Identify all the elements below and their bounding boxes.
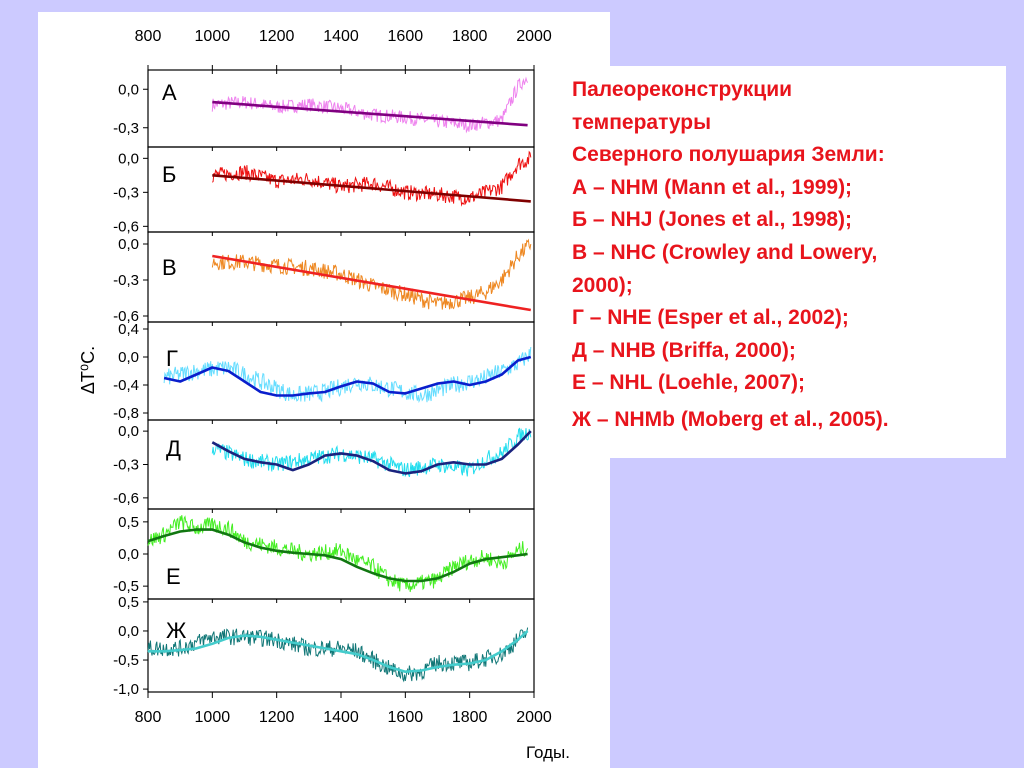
x-tick-label-top-1800: 1800 — [452, 28, 488, 45]
legend-line-e: Е – NHL (Loehle, 2007); — [572, 371, 806, 395]
y-tick-label: 0,0 — [118, 546, 139, 563]
trend-series-4 — [163, 355, 532, 397]
legend-line-title-2: температуры — [572, 110, 712, 134]
panel-4: 0,4 0,0 -0,4 -0,8 Г — [113, 321, 535, 422]
panel-1: 0,0 -0,3 А — [113, 69, 535, 148]
y-tick-label: -0,5 — [113, 578, 139, 595]
y-tick-label: -0,3 — [113, 272, 139, 289]
x-tick-label-bottom-800: 800 — [135, 709, 162, 726]
legend-line-a: А – NHM (Mann et al., 1999); — [572, 175, 853, 199]
panel-3: 0,0 -0,3 -0,6 В — [113, 231, 535, 325]
x-tick-label-top-1400: 1400 — [323, 28, 359, 45]
trend-series-7 — [148, 630, 529, 673]
panel-label-7: Ж — [166, 618, 187, 643]
x-tick-label-top-1600: 1600 — [388, 28, 424, 45]
y-tick-label: -0,3 — [113, 184, 139, 201]
trend-series-2 — [212, 174, 531, 203]
legend-line-title-3: Северного полушария Земли: — [572, 143, 885, 167]
paleo-temperature-chart: 800 1000 1200 1400 1600 1800 2000 800 1000 1200 14… — [78, 28, 570, 762]
trend-series-6 — [147, 528, 528, 583]
panel-2: 0,0 -0,3 -0,6 Б — [113, 146, 535, 235]
panel-label-2: Б — [162, 162, 176, 187]
panel-label-4: Г — [166, 346, 178, 371]
trend-series-5 — [211, 430, 532, 475]
legend-line-g: Г – NHE (Esper et al., 2002); — [572, 306, 849, 330]
x-tick-label-bottom-2000: 2000 — [516, 709, 552, 726]
raw-series-7 — [147, 627, 529, 683]
trend-series-3 — [212, 254, 532, 312]
y-tick-label: -1,0 — [113, 681, 139, 698]
panel-label-6: Е — [166, 564, 181, 589]
panel-frame — [147, 146, 535, 233]
y-tick-label: -0,3 — [113, 120, 139, 137]
y-tick-label: -0,4 — [113, 377, 139, 394]
x-tick-label-bottom-1600: 1600 — [388, 709, 424, 726]
y-tick-label: 0,0 — [118, 81, 139, 98]
y-tick-label: 0,0 — [118, 349, 139, 366]
raw-series-6 — [147, 515, 529, 593]
y-tick-label: 0,5 — [118, 514, 139, 531]
y-tick-label: 0,0 — [118, 423, 139, 440]
x-tick-label-top-1200: 1200 — [259, 28, 295, 45]
legend-line-d: Д – NHB (Briffa, 2000); — [572, 338, 796, 362]
legend-box: Палеореконструкции температуры Северного… — [560, 66, 1006, 458]
panel-7: 0,5 0,0 -0,5 -1,0 Ж — [113, 594, 535, 698]
raw-series-3 — [211, 238, 532, 310]
legend-line-v-cont: 2000); — [572, 273, 633, 297]
panel-label-3: В — [162, 255, 177, 280]
y-tick-label: 0,0 — [118, 236, 139, 253]
x-tick-label-bottom-1800: 1800 — [452, 709, 488, 726]
panel-label-1: А — [162, 80, 177, 105]
y-tick-label: -0,6 — [113, 218, 139, 235]
y-tick-label: 0,4 — [118, 321, 139, 338]
panel-5: 0,0 -0,3 -0,6 Д — [113, 419, 535, 510]
y-axis-label: ΔT⁰C. — [78, 346, 98, 394]
legend-line-zh: Ж – NHMb (Moberg et al., 2005). — [572, 407, 889, 431]
x-tick-label-bottom-1400: 1400 — [323, 709, 359, 726]
raw-series-4 — [163, 346, 532, 404]
trend-series-1 — [212, 100, 528, 127]
y-tick-label: -0,3 — [113, 457, 139, 474]
y-tick-label: 0,5 — [118, 594, 139, 611]
x-axis-label: Годы. — [526, 743, 570, 762]
y-tick-label: 0,0 — [118, 150, 139, 167]
legend-line-title-1: Палеореконструкции — [572, 78, 793, 101]
figure-panel: 800 1000 1200 1400 1600 1800 2000 800 1000 1200 14… — [38, 12, 610, 768]
x-tick-label-top-1000: 1000 — [195, 28, 231, 45]
y-tick-label: -0,6 — [113, 308, 139, 325]
x-tick-label-top-2000: 2000 — [516, 28, 552, 45]
x-tick-label-top-800: 800 — [135, 28, 162, 45]
raw-series-5 — [211, 427, 532, 478]
x-tick-label-bottom-1200: 1200 — [259, 709, 295, 726]
y-tick-label: 0,0 — [118, 623, 139, 640]
y-tick-label: -0,5 — [113, 652, 139, 669]
panel-6: 0,5 0,0 -0,5 Е — [113, 508, 535, 600]
y-tick-label: -0,6 — [113, 490, 139, 507]
y-tick-label: -0,8 — [113, 405, 139, 422]
legend-line-b: Б – NHJ (Jones et al., 1998); — [572, 208, 853, 232]
legend-line-v: В – NHC (Crowley and Lowery, — [572, 240, 878, 264]
raw-series-1 — [211, 76, 529, 134]
x-tick-label-bottom-1000: 1000 — [195, 709, 231, 726]
panel-label-5: Д — [166, 436, 181, 461]
